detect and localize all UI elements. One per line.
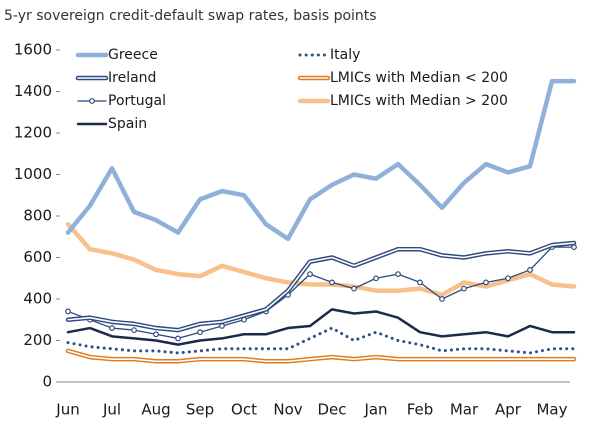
point-marker [527,267,533,273]
y-tick-label: 800 [23,207,52,225]
point-marker [373,275,379,282]
legend-label: Spain [108,116,147,132]
legend-label: LMICs with Median < 200 [330,70,508,86]
point-marker [109,325,115,331]
y-tick-label: 600 [23,248,52,266]
point-marker [131,327,137,334]
point-marker [153,331,159,338]
point-marker [483,279,489,286]
x-tick-label: Dec [317,401,346,419]
legend-label: Italy [330,47,360,63]
point-marker [219,323,225,329]
x-tick-label: Jul [102,401,121,419]
point-marker [197,329,203,336]
x-tick-label: Jan [363,401,387,419]
y-tick-label: 400 [23,290,52,308]
series-line [66,308,576,346]
point-marker [65,308,71,315]
x-tick-label: Apr [495,401,522,419]
y-tick-label: 1400 [14,82,52,100]
series-line-inner [67,350,575,363]
x-tick-label: Sep [186,401,214,419]
legend-label: LMICs with Median > 200 [330,93,508,109]
x-tick-label: Jun [55,401,79,419]
x-tick-label: Aug [141,401,170,419]
point-marker [175,335,181,342]
y-tick-label: 0 [42,373,52,391]
chart-title: 5-yr sovereign credit-default swap rates… [4,8,377,24]
y-tick-label: 1000 [14,165,52,183]
point-marker [351,285,357,292]
legend-label: Ireland [108,70,156,86]
point-marker [461,285,467,292]
y-tick-label: 1200 [14,124,52,142]
legend-label: Greece [108,47,158,63]
point-marker [329,279,335,286]
series-line-inner [67,242,575,331]
series-line [66,326,576,355]
x-tick-label: Mar [450,401,479,419]
point-marker [505,275,511,282]
point-marker [307,271,313,278]
legend-marker [89,98,95,104]
x-tick-label: Nov [273,401,302,419]
y-tick-label: 1600 [14,41,52,59]
point-marker [439,296,445,302]
series-line [65,78,577,242]
x-tick-label: Feb [407,401,434,419]
y-tick-label: 200 [23,331,52,349]
point-marker [395,271,401,278]
series-line [65,222,577,298]
x-tick-label: May [536,401,567,419]
x-tick-label: Oct [231,401,257,419]
point-marker [417,279,423,286]
legend-label: Portugal [108,93,166,109]
series-line [67,246,575,340]
point-marker [571,244,577,251]
